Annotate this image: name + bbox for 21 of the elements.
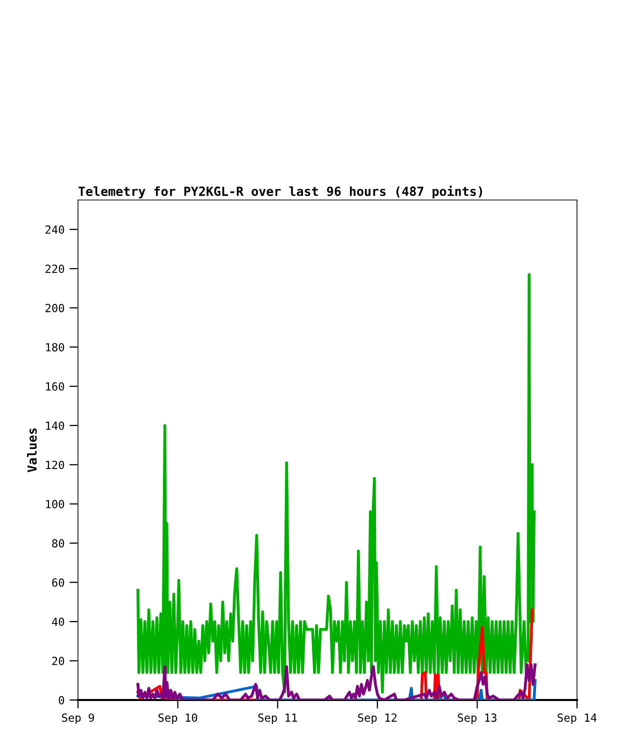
y-tick-label: 200 — [46, 304, 64, 312]
x-tick-label: Sep 13 — [458, 713, 496, 724]
y-tick-label: 120 — [46, 460, 64, 470]
chart-title: Telemetry for PY2KGL-R over last 96 hours (487 points) — [78, 186, 482, 198]
x-tick-label: Sep 12 — [358, 713, 397, 724]
y-tick-label: 160 — [46, 382, 64, 391]
y-axis-title: Values — [27, 428, 37, 472]
y-tick-label: 60 — [52, 578, 64, 587]
x-tick-label: Sep 11 — [258, 713, 297, 724]
y-tick-label: 180 — [46, 343, 64, 352]
y-tick-label: 20 — [52, 656, 64, 666]
x-tick-label: Sep 10 — [158, 713, 198, 724]
y-tick-label: 40 — [52, 618, 64, 626]
y-tick-label: 220 — [46, 264, 64, 274]
x-tick-label: Sep 14 — [558, 713, 597, 724]
y-tick-label: 140 — [46, 421, 64, 430]
x-tick-label: Sep 9 — [62, 713, 94, 724]
y-tick-label: 240 — [46, 225, 64, 234]
y-tick-label: 100 — [46, 500, 64, 508]
y-tick-label: 80 — [52, 539, 64, 548]
y-tick-label: 0 — [58, 696, 64, 704]
